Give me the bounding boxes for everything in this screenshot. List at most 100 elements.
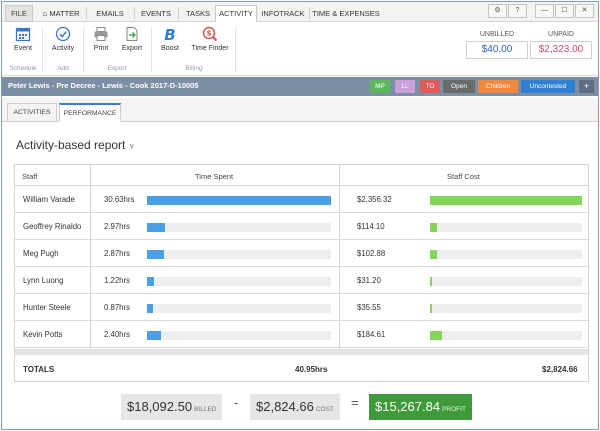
pill-ll[interactable]: LL: [395, 80, 415, 93]
time-bar-track: [147, 250, 331, 259]
add-tag-button[interactable]: +: [579, 80, 594, 93]
cost-bar: [430, 331, 442, 340]
staff-name: Geoffrey Rinaldo: [23, 222, 82, 231]
event-button-label: Event: [14, 45, 32, 52]
profit-label: PROFIT: [442, 406, 466, 413]
printer-icon: [94, 27, 108, 41]
help-icon[interactable]: ?: [508, 4, 527, 18]
report-selector[interactable]: Activity-based report ˅: [16, 138, 134, 152]
column-divider: [90, 165, 91, 349]
table-row[interactable]: William Varade 30.63hrs $2,356.32: [15, 187, 588, 213]
cost-bar: [430, 250, 437, 259]
report-title: Activity-based report: [16, 138, 126, 152]
group-label-billing: Billing: [185, 65, 203, 72]
home-icon: ⌂: [42, 9, 48, 18]
time-bar: [147, 250, 165, 259]
time-bar-track: [147, 277, 331, 286]
close-icon[interactable]: ✕: [575, 4, 594, 18]
group-label-export: Export: [107, 65, 127, 72]
children-badge[interactable]: Children: [478, 80, 518, 93]
tab-emails[interactable]: EMAILS: [96, 9, 124, 18]
tab-file[interactable]: FILE: [5, 5, 33, 22]
billed-label: BILLED: [194, 406, 217, 413]
column-divider: [339, 165, 340, 349]
totals-cost: $2,824.66: [542, 365, 578, 374]
table-row[interactable]: Kevin Potts 2.40hrs $184.61: [15, 322, 588, 348]
cost-bar: [430, 223, 438, 232]
tab-events[interactable]: EVENTS: [140, 9, 171, 18]
settings-icon[interactable]: ⚙: [488, 4, 507, 18]
cost-bar-track: [430, 223, 582, 232]
equals-sign: =: [351, 395, 359, 410]
totals-label: TOTALS: [23, 365, 55, 374]
window-controls: ⚙ ? — ☐ ✕: [488, 4, 594, 18]
time-bar: [147, 277, 155, 286]
export-button[interactable]: Export: [120, 26, 144, 52]
tab-time-expenses[interactable]: TIME & EXPENSES: [312, 9, 380, 18]
cost-bar: [430, 196, 582, 205]
pill-mp[interactable]: MP: [370, 80, 390, 93]
time-bar: [147, 331, 162, 340]
unpaid-box: UNPAID $2,323.00: [530, 31, 592, 59]
tab-infotrack[interactable]: INFOTRACK: [261, 9, 305, 18]
cost-summary: $2,824.66 COST: [250, 394, 340, 420]
menu-bar: FILE ⌂ MATTER EMAILS EVENTS TASKS ACTIVI…: [2, 2, 598, 22]
table-row[interactable]: Geoffrey Rinaldo 2.97hrs $114.10: [15, 214, 588, 240]
svg-text:$: $: [207, 30, 212, 38]
event-button[interactable]: Event: [10, 26, 36, 52]
print-button-label: Print: [93, 45, 109, 52]
boost-button-label: Boost: [161, 45, 179, 52]
time-bar-track: [147, 331, 331, 340]
time-finder-button[interactable]: $ Time Finder: [190, 26, 230, 52]
tab-performance[interactable]: PERFORMANCE: [59, 103, 121, 122]
tab-matter[interactable]: ⌂ MATTER: [38, 5, 84, 22]
time-spent-value: 30.63hrs: [104, 195, 135, 204]
maximize-icon[interactable]: ☐: [555, 4, 574, 18]
tab-separator: [134, 7, 135, 19]
print-button[interactable]: Print: [90, 26, 112, 52]
staff-name: Kevin Potts: [23, 330, 63, 339]
unbilled-value[interactable]: $40.00: [466, 41, 528, 59]
unpaid-label: UNPAID: [548, 31, 574, 38]
unpaid-value[interactable]: $2,323.00: [530, 41, 592, 59]
tab-activities[interactable]: ACTIVITIES: [7, 103, 57, 122]
minimize-icon[interactable]: —: [535, 4, 554, 18]
group-separator: [42, 28, 43, 72]
cost-bar-track: [430, 277, 582, 286]
tab-separator: [86, 7, 87, 19]
pill-to[interactable]: TO: [420, 80, 440, 93]
tab-separator: [309, 7, 310, 19]
uncontested-badge[interactable]: Uncontested: [521, 80, 575, 93]
sub-tabs: ACTIVITIES PERFORMANCE: [2, 98, 598, 122]
tab-activity[interactable]: ACTIVITY: [215, 5, 257, 22]
time-bar: [147, 223, 165, 232]
table-row[interactable]: Lynn Luong 1.22hrs $31.20: [15, 268, 588, 294]
time-spent-value: 0.87hrs: [104, 303, 131, 312]
cost-bar-track: [430, 250, 582, 259]
time-bar: [147, 196, 331, 205]
status-open-badge[interactable]: Open: [443, 80, 475, 93]
table-row[interactable]: Meg Pugh 2.87hrs $102.88: [15, 241, 588, 267]
minus-sign: -: [234, 395, 239, 410]
tab-matter-label: MATTER: [49, 9, 80, 18]
cost-value: $2,824.66: [256, 399, 314, 414]
cost-bar-track: [430, 304, 582, 313]
staff-name: Hunter Steele: [23, 303, 71, 312]
time-finder-button-label: Time Finder: [191, 45, 229, 52]
group-label-add: Add: [57, 65, 69, 72]
staff-cost-value: $102.88: [357, 249, 386, 258]
cost-bar: [430, 277, 432, 286]
chevron-down-icon: ˅: [129, 142, 135, 151]
cost-bar-track: [430, 331, 582, 340]
activity-button[interactable]: Activity: [48, 26, 78, 52]
staff-name: William Varade: [23, 195, 75, 204]
svg-text:B: B: [164, 26, 175, 42]
header-staff: Staff: [22, 172, 38, 181]
table-row[interactable]: Hunter Steele 0.87hrs $35.55: [15, 295, 588, 321]
time-bar: [147, 304, 153, 313]
cost-label: COST: [315, 406, 334, 413]
staff-cost-value: $184.61: [357, 330, 386, 339]
tab-tasks[interactable]: TASKS: [185, 9, 211, 18]
boost-button[interactable]: B Boost: [158, 26, 182, 52]
